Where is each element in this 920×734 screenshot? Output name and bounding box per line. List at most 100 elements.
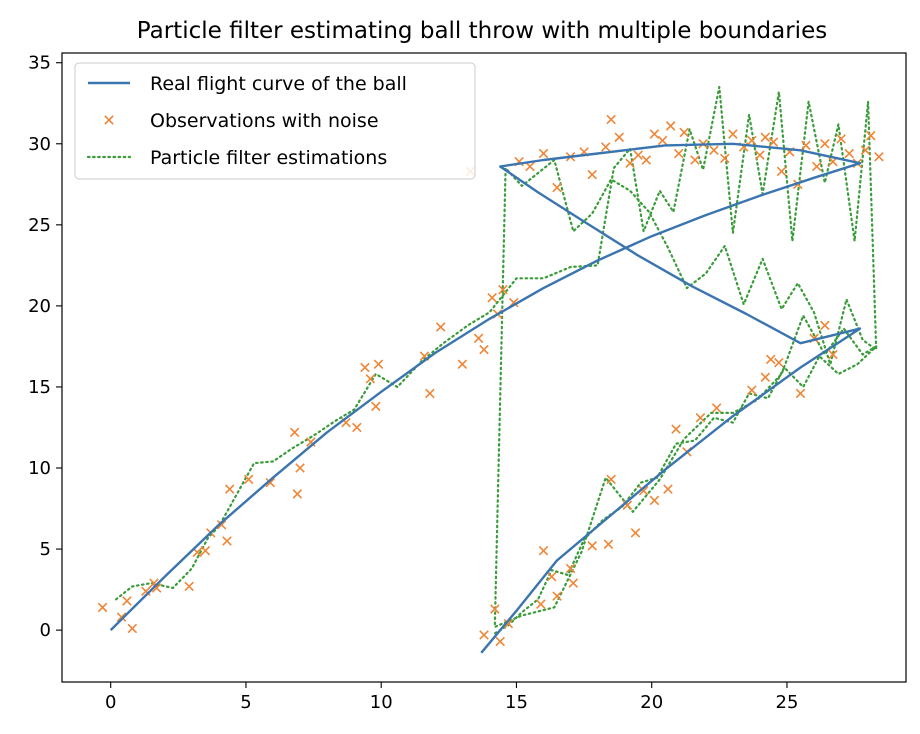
- y-tick-label: 30: [28, 134, 51, 155]
- observation-point: [487, 293, 497, 303]
- legend-label: Observations with noise: [150, 110, 379, 132]
- observation-point: [844, 148, 854, 159]
- observation-point: [587, 541, 597, 551]
- x-tick-label: 15: [505, 692, 528, 713]
- observation-point: [709, 145, 719, 156]
- observation-point: [498, 284, 508, 295]
- y-tick-label: 35: [28, 53, 51, 74]
- observation-point: [755, 150, 765, 160]
- observation-point: [614, 132, 625, 143]
- observation-point: [127, 623, 138, 634]
- x-tick-label: 20: [640, 692, 663, 713]
- y-tick-label: 10: [28, 458, 51, 479]
- observation-point: [690, 155, 700, 165]
- observation-point: [200, 545, 211, 556]
- observation-point: [633, 150, 643, 160]
- observation-point: [265, 477, 276, 488]
- observation-point: [536, 599, 546, 609]
- observation-point: [97, 602, 108, 613]
- legend-label: Real flight curve of the ball: [150, 73, 407, 95]
- observation-point: [747, 385, 757, 395]
- observation-point: [765, 354, 776, 365]
- observation-point: [371, 401, 381, 412]
- observation-point: [820, 139, 830, 149]
- observation-point: [565, 563, 576, 574]
- y-tick-label: 20: [28, 296, 51, 317]
- observation-point: [776, 166, 787, 177]
- observation-point: [728, 129, 738, 139]
- observation-point: [216, 519, 227, 530]
- observation-point: [538, 148, 549, 159]
- series-particle-estimates: [114, 85, 878, 637]
- observation-point: [552, 591, 562, 601]
- observation-point: [352, 422, 362, 433]
- observation-point: [674, 148, 684, 159]
- observation-point: [760, 132, 771, 143]
- observation-point: [679, 127, 689, 138]
- observation-point: [665, 121, 676, 131]
- observation-point: [568, 578, 579, 588]
- observation-point: [860, 145, 871, 156]
- observation-point: [641, 155, 652, 165]
- observation-point: [719, 153, 730, 164]
- observation-point: [435, 322, 446, 332]
- observation-point: [425, 388, 435, 399]
- observation-point: [365, 374, 376, 384]
- observation-point: [625, 158, 635, 169]
- observation-point: [657, 135, 668, 146]
- observation-point: [795, 388, 806, 399]
- observation-point: [490, 604, 500, 614]
- y-axis: 0 5 10 15 20 25 30 35: [28, 53, 62, 641]
- observation-point: [295, 463, 305, 473]
- observation-point: [603, 539, 614, 549]
- observation-point: [774, 357, 784, 368]
- observation-point: [360, 362, 370, 373]
- observation-point: [649, 129, 660, 139]
- observation-point: [630, 528, 641, 538]
- observation-point: [606, 114, 616, 125]
- series-real-curve: [109, 142, 862, 654]
- observation-point: [711, 403, 722, 413]
- observation-point: [495, 636, 505, 647]
- y-tick-label: 15: [28, 377, 51, 398]
- observation-point: [606, 474, 616, 485]
- observation-point: [638, 485, 649, 496]
- observation-point: [538, 545, 549, 556]
- observation-point: [503, 618, 514, 629]
- observation-point: [760, 372, 771, 382]
- observation-point: [671, 424, 681, 434]
- observation-point: [479, 630, 489, 640]
- legend-swatch: [104, 115, 114, 125]
- plot-frame: [61, 52, 907, 683]
- observation-point: [473, 333, 484, 344]
- observation-point: [587, 169, 597, 180]
- observation-point: [243, 474, 254, 485]
- observation-point: [292, 489, 303, 499]
- observation-point: [828, 349, 838, 360]
- x-tick-label: 0: [105, 692, 116, 713]
- observation-point: [768, 137, 779, 147]
- x-tick-label: 25: [776, 692, 799, 713]
- observation-point: [224, 484, 235, 494]
- y-tick-label: 0: [40, 620, 51, 641]
- observation-point: [525, 161, 535, 172]
- observation-point: [600, 142, 611, 152]
- observation-point: [820, 320, 830, 331]
- legend-box: [74, 62, 476, 180]
- observation-point: [116, 612, 127, 622]
- observation-point: [866, 130, 876, 141]
- observation-point: [811, 161, 822, 172]
- chart-title: Particle filter estimating ball throw wi…: [137, 18, 827, 44]
- legend-label: Particle filter estimations: [150, 147, 387, 169]
- observation-point: [836, 134, 846, 144]
- y-tick-label: 25: [28, 215, 51, 236]
- observation-point: [151, 583, 162, 593]
- observation-point: [122, 596, 132, 606]
- observation-point: [222, 536, 232, 546]
- observation-point: [289, 427, 300, 438]
- plot-area: [97, 85, 884, 654]
- legend: Real flight curve of the ball Observation…: [74, 62, 476, 180]
- x-tick-label: 5: [240, 692, 251, 713]
- x-tick-label: 10: [370, 692, 393, 713]
